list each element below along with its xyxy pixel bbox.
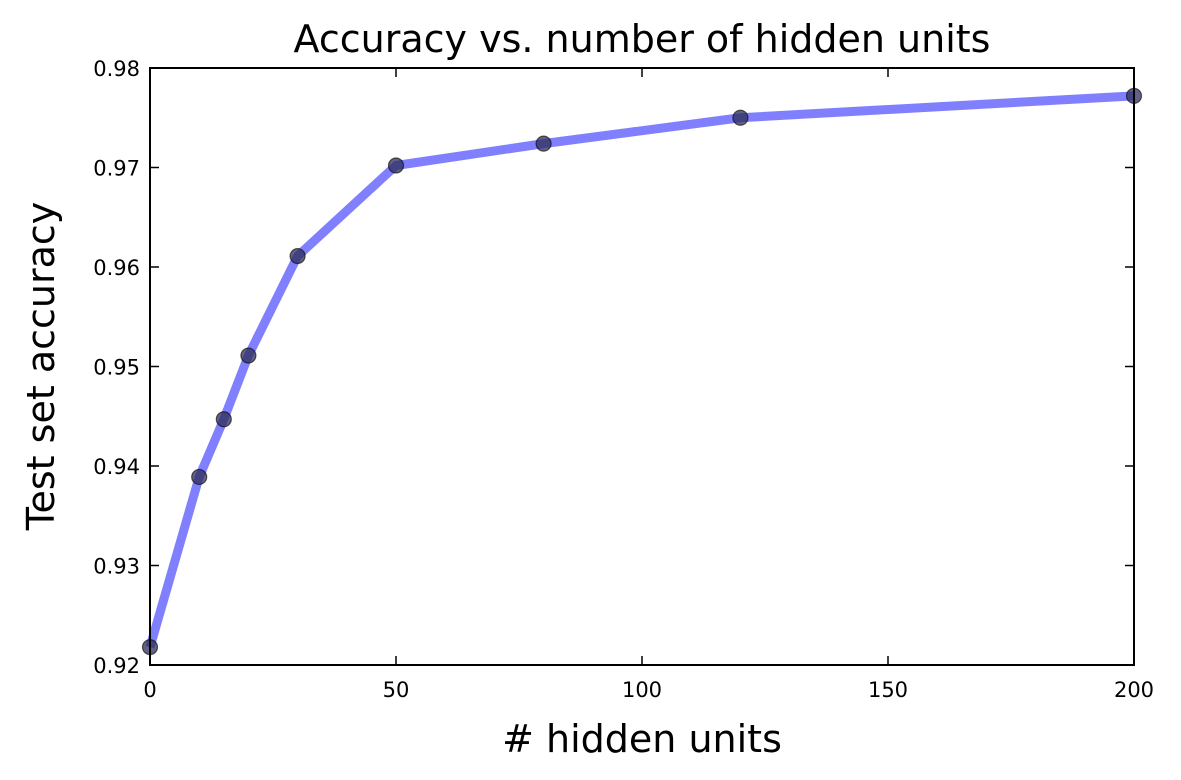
- x-tick-label: 0: [143, 678, 156, 702]
- x-tick-label: 150: [868, 678, 908, 702]
- data-point: [191, 468, 208, 486]
- y-tick-label: 0.93: [93, 555, 140, 579]
- x-tick-label: 100: [622, 678, 662, 702]
- data-point: [289, 247, 306, 265]
- data-point: [240, 347, 257, 364]
- x-tick-label: 200: [1114, 678, 1154, 702]
- x-axis-title: # hidden units: [502, 717, 782, 761]
- plot-area: 0 50 100 150 200 0.92 0.93 0.94 0.95 0.96 0.97 0.98: [93, 57, 1154, 702]
- y-tick-label: 0.96: [93, 256, 140, 280]
- data-point: [535, 135, 552, 152]
- plot-frame: [149, 67, 1135, 666]
- data-point: [215, 411, 232, 428]
- data-point: [387, 157, 405, 174]
- y-tick-label: 0.95: [93, 356, 140, 380]
- data-point: [732, 109, 749, 126]
- series-line: [145, 91, 1135, 649]
- chart-title: Accuracy vs. number of hidden units: [294, 17, 991, 61]
- y-axis-title: Test set accuracy: [19, 202, 63, 532]
- y-tick-label: 0.98: [93, 57, 140, 81]
- y-tick-label: 0.94: [93, 455, 140, 479]
- y-tick-label: 0.97: [93, 157, 140, 181]
- y-tick-label: 0.92: [93, 654, 140, 678]
- x-tick-label: 50: [383, 678, 410, 702]
